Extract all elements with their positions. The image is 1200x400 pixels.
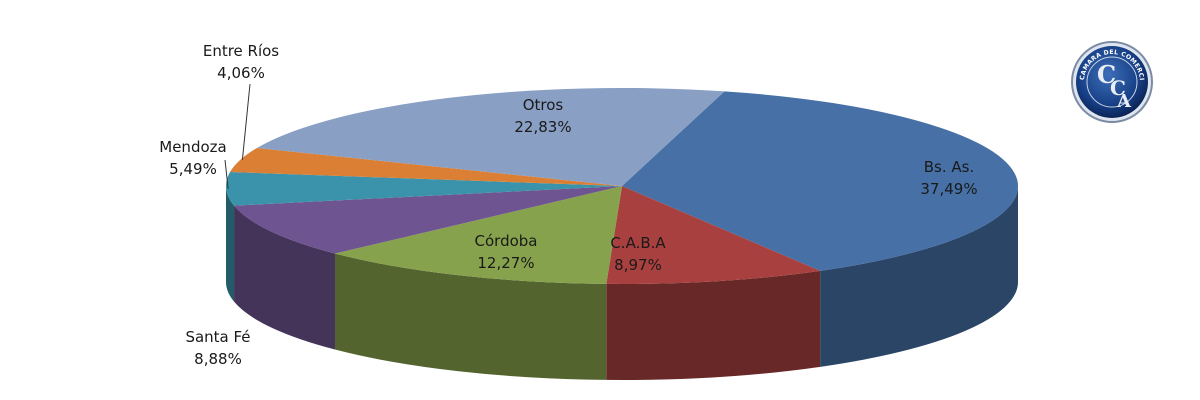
value-mendoza: 5,49% — [169, 160, 217, 178]
label-otros: Otros — [523, 96, 564, 114]
value-cordoba: 12,27% — [477, 254, 534, 272]
slice-otros — [256, 88, 725, 186]
slice-c-a-b-a — [606, 186, 821, 284]
label-bs-as: Bs. As. — [924, 158, 975, 176]
slice-mendoza — [226, 172, 622, 206]
value-bs-as: 37,49% — [920, 180, 977, 198]
leader-lines — [224, 83, 251, 189]
logo-letter-c1: C — [1097, 60, 1116, 89]
side-cordoba — [334, 253, 607, 380]
logo-letter-c2: C — [1110, 76, 1126, 100]
pie-tops — [226, 88, 1018, 284]
slice-santa-fe — [234, 186, 623, 254]
side-bs-as — [820, 186, 1018, 367]
value-santa-fe: 8,88% — [194, 350, 242, 368]
logo-letter-a: A — [1116, 91, 1132, 112]
label-santa-fe: Santa Fé — [185, 328, 250, 346]
slice-bs-as — [622, 91, 1018, 271]
label-mendoza: Mendoza — [159, 138, 226, 156]
svg-text:CAMARA DEL COMERCIO AUTOMOTOR: CAMARA DEL COMERCIO AUTOMOTOR — [0, 0, 1145, 81]
leader-entre-rios — [241, 83, 251, 160]
label-entre-rios: Entre Ríos — [203, 42, 279, 60]
side-mendoza — [226, 186, 235, 302]
side-c-a-b-a — [606, 270, 821, 380]
slice-labels: Bs. As. 37,49% C.A.B.A 8,97% Córdoba 12,27% Sa… — [159, 42, 977, 368]
pie-sides — [226, 186, 1018, 380]
side-santa-fe — [234, 205, 335, 350]
slice-entre-rios — [230, 148, 622, 186]
value-c-a-b-a: 8,97% — [614, 256, 662, 274]
value-entre-rios: 4,06% — [217, 64, 265, 82]
label-cordoba: Córdoba — [475, 232, 538, 250]
label-c-a-b-a: C.A.B.A — [610, 234, 666, 252]
slice-cordoba — [334, 186, 622, 284]
value-otros: 22,83% — [514, 118, 571, 136]
leader-mendoza — [224, 159, 229, 189]
